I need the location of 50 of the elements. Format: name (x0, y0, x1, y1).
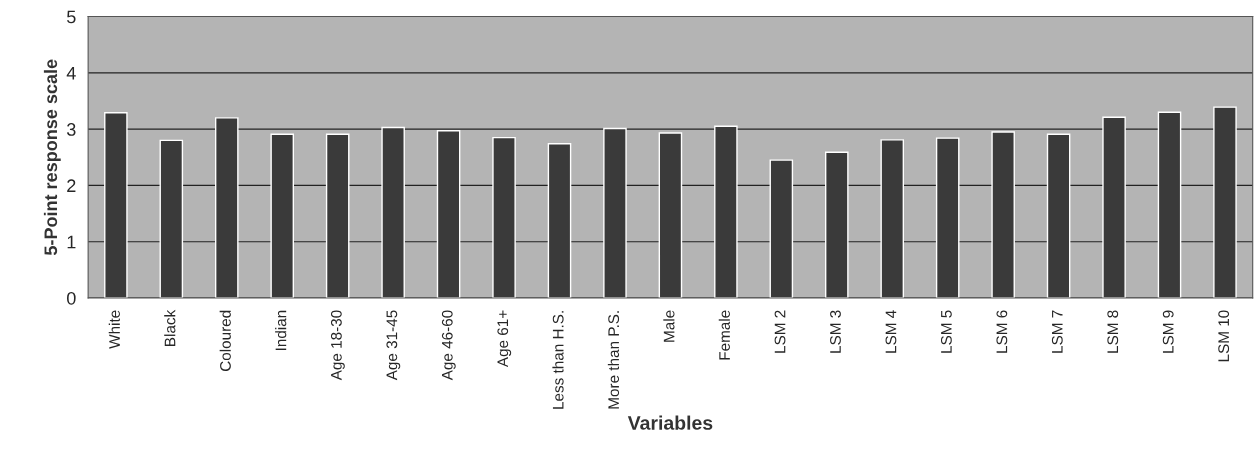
y-tick-label: 1 (67, 235, 76, 249)
bar (991, 131, 1015, 298)
bar (325, 133, 350, 298)
bar (214, 117, 239, 298)
bar (270, 133, 295, 298)
bar (1157, 111, 1182, 298)
bar (1046, 133, 1071, 298)
x-tick-label: LSM 4 (885, 310, 897, 353)
x-tick-label: LSM 7 (1051, 310, 1063, 353)
y-tick-label: 0 (66, 291, 76, 305)
y-axis-title: 5-Point response scale (43, 59, 61, 256)
y-tick-label: 5 (67, 10, 76, 24)
bar (1102, 116, 1126, 298)
x-axis-title: Variables (627, 415, 713, 430)
x-tick-label: More than P.S. (607, 311, 620, 409)
y-tick-label: 2 (67, 179, 76, 192)
bar (880, 139, 905, 298)
x-tick-label: Black (164, 309, 176, 346)
y-tick-label: 3 (66, 123, 76, 136)
x-tick-label: Coloured (219, 310, 231, 372)
x-tick-label: LSM 9 (1162, 310, 1174, 353)
x-tick-label: Age 31-45 (386, 310, 401, 381)
bar (1213, 106, 1237, 298)
bar (658, 132, 683, 298)
x-tick-label: LSM 3 (830, 310, 841, 353)
bar (603, 127, 627, 298)
x-tick-label: Male (663, 310, 675, 342)
x-tick-label: LSM 2 (774, 310, 786, 353)
x-tick-label: LSM 8 (1107, 310, 1119, 353)
x-tick-label: Less than H.S. (552, 311, 564, 409)
bar (714, 125, 738, 298)
x-tick-label: Age 46-60 (441, 310, 456, 381)
x-tick-label: White (108, 310, 120, 349)
bar (104, 112, 128, 298)
x-tick-label: LSM 6 (996, 310, 1008, 353)
x-tick-label: LSM 10 (1218, 310, 1230, 362)
bar (769, 159, 794, 298)
bar (547, 143, 572, 298)
x-tick-label: Age 61+ (497, 310, 512, 368)
bar (492, 136, 516, 298)
bar (159, 139, 184, 298)
x-tick-label: Age 18-30 (330, 310, 345, 381)
bar (935, 137, 960, 298)
x-tick-label: LSM 5 (940, 310, 952, 353)
y-tick-label: 4 (66, 66, 76, 80)
x-tick-label: Female (718, 310, 730, 360)
bar (824, 151, 849, 298)
bar (436, 130, 461, 298)
x-tick-label: Indian (275, 310, 287, 351)
bar (381, 126, 405, 298)
